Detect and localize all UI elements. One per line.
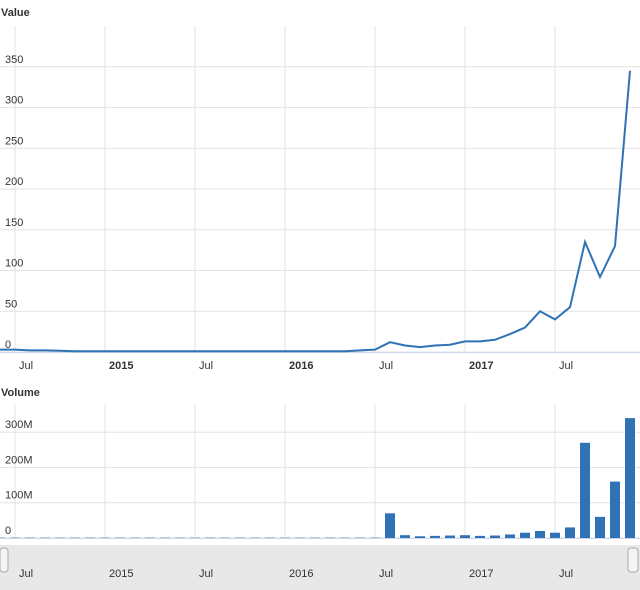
x-tick-label: 2017	[469, 360, 493, 372]
x-tick-label: 2015	[109, 360, 133, 372]
volume-bar	[610, 481, 620, 538]
x-tick-label: Jul	[559, 568, 573, 580]
y-tick-label: 300M	[5, 419, 33, 431]
volume-bar	[580, 442, 590, 538]
chart-title: Value	[1, 7, 30, 19]
y-tick-label: 50	[5, 298, 17, 310]
y-tick-label: 100	[5, 258, 23, 270]
y-tick-label: 300	[5, 95, 23, 107]
volume-bar	[475, 535, 485, 538]
chart-title: Volume	[1, 387, 40, 399]
volume-bar	[415, 536, 425, 538]
x-tick-label: Jul	[19, 360, 33, 372]
x-tick-label: Jul	[199, 360, 213, 372]
y-tick-label: 0	[5, 339, 11, 351]
x-tick-label: 2016	[289, 360, 313, 372]
volume-bar	[430, 535, 440, 538]
x-tick-label: Jul	[559, 360, 573, 372]
value-line	[0, 70, 631, 353]
y-tick-label: 100M	[5, 490, 33, 502]
y-tick-label: 200M	[5, 454, 33, 466]
y-tick-label: 150	[5, 217, 23, 229]
y-tick-label: 200	[5, 176, 23, 188]
x-tick-label: 2015	[109, 568, 133, 580]
navigator-handle[interactable]	[0, 547, 9, 573]
volume-bar	[445, 535, 455, 538]
volume-bar	[490, 535, 500, 538]
volume-bar	[595, 516, 605, 538]
navigator	[0, 545, 640, 590]
x-tick-label: Jul	[19, 568, 33, 580]
volume-bar	[565, 527, 575, 538]
x-tick-label: 2016	[289, 568, 313, 580]
volume-bar	[505, 534, 515, 538]
volume-bar	[625, 418, 635, 538]
y-tick-label: 350	[5, 54, 23, 66]
volume-bar	[520, 532, 530, 538]
navigator-handle[interactable]	[627, 547, 639, 573]
x-tick-label: Jul	[379, 360, 393, 372]
volume-bar	[460, 535, 470, 538]
y-tick-label: 250	[5, 135, 23, 147]
volume-bar	[400, 535, 410, 538]
y-tick-label: 0	[5, 525, 11, 537]
volume-bar	[550, 532, 560, 538]
x-tick-label: 2017	[469, 568, 493, 580]
x-tick-label: Jul	[199, 568, 213, 580]
volume-bar	[385, 513, 395, 538]
volume-bar	[535, 530, 545, 538]
x-tick-label: Jul	[379, 568, 393, 580]
